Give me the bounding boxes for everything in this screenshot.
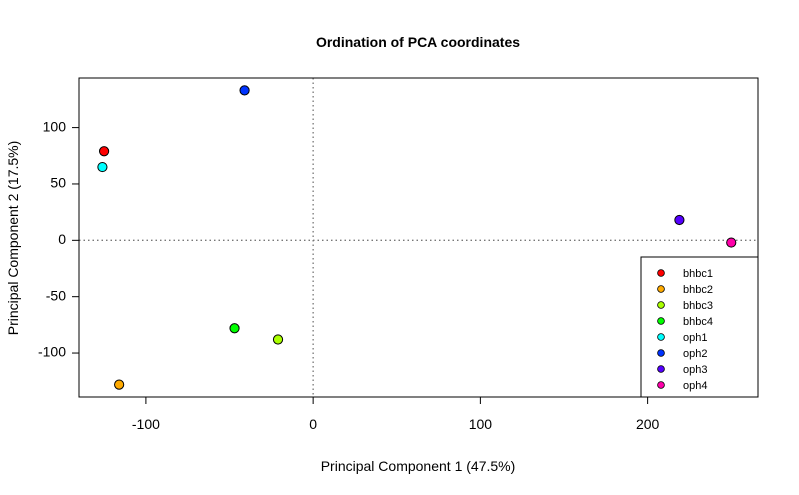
legend-marker-oph4 xyxy=(657,381,665,389)
y-tick-label: 50 xyxy=(50,175,66,191)
x-tick-label: 0 xyxy=(309,416,317,432)
y-tick-label: -100 xyxy=(38,344,66,360)
legend-label-oph4: oph4 xyxy=(683,380,707,392)
x-tick-label: 200 xyxy=(636,416,660,432)
legend-label-bhbc2: bhbc2 xyxy=(683,284,713,296)
legend-box xyxy=(640,256,759,398)
legend-marker-oph2 xyxy=(657,349,665,357)
y-axis-label: Principal Component 2 (17.5%) xyxy=(5,141,21,336)
legend-marker-oph3 xyxy=(657,365,665,373)
point-oph3 xyxy=(674,214,685,226)
point-oph4 xyxy=(726,237,737,248)
legend-label-oph3: oph3 xyxy=(683,364,707,376)
legend-label-bhbc1: bhbc1 xyxy=(683,268,713,280)
chart-title: Ordination of PCA coordinates xyxy=(316,34,520,50)
y-tick-label: 0 xyxy=(58,231,66,247)
legend: bhbc1 bhbc2 bhbc3 bhbc4 oph1 oph2 oph3 oph4 xyxy=(640,256,759,398)
legend-marker-bhbc2 xyxy=(657,285,665,293)
y-tick-label: -50 xyxy=(46,287,66,303)
y-tick-label: 100 xyxy=(43,118,67,134)
point-bhbc4 xyxy=(229,323,240,334)
legend-marker-bhbc3 xyxy=(657,301,665,309)
legend-label-bhbc3: bhbc3 xyxy=(683,300,713,312)
legend-marker-oph1 xyxy=(657,333,665,341)
plot-area: -100 0 100 200 -100 -50 0 50 100 xyxy=(38,77,759,432)
plot-frame xyxy=(78,77,759,398)
x-tick-label: -100 xyxy=(132,416,160,432)
legend-label-bhbc4: bhbc4 xyxy=(683,316,713,328)
legend-label-oph1: oph1 xyxy=(683,332,707,344)
point-oph2 xyxy=(239,85,250,96)
point-bhbc2 xyxy=(114,379,125,390)
legend-marker-bhbc4 xyxy=(657,317,665,325)
point-oph1 xyxy=(97,161,108,173)
x-tick-label: 100 xyxy=(469,416,493,432)
point-bhbc3 xyxy=(272,334,284,345)
point-bhbc1 xyxy=(98,146,110,157)
x-axis-label: Principal Component 1 (47.5%) xyxy=(321,458,516,474)
legend-marker-bhbc1 xyxy=(657,269,665,277)
legend-label-oph2: oph2 xyxy=(683,348,707,360)
